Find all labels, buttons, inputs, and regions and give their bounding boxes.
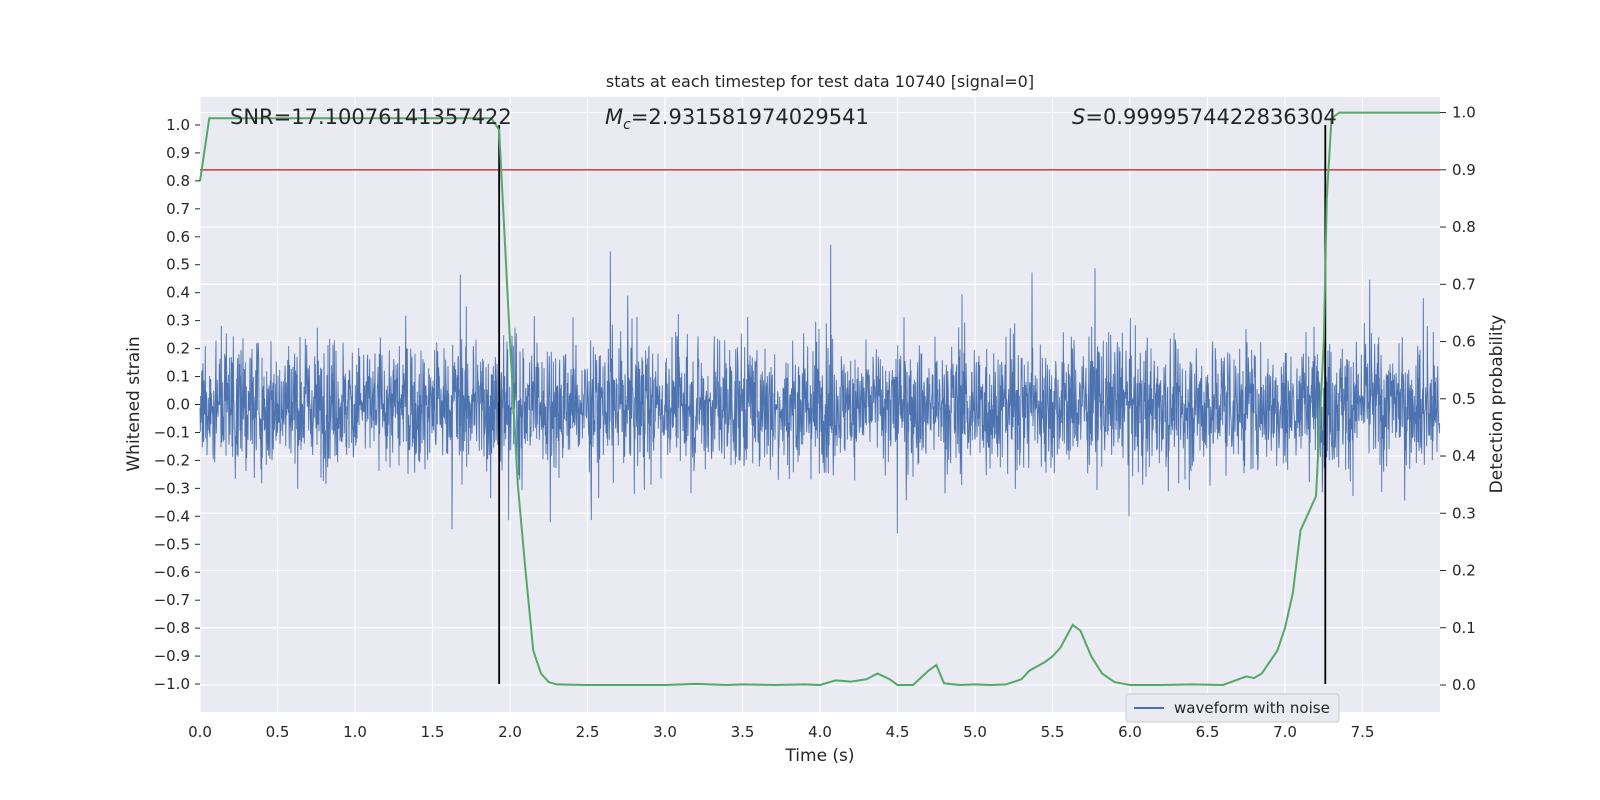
mc-annotation: Mc=2.931581974029541	[605, 105, 869, 133]
y2-axis-ticks: 1.0 0.9 0.8 0.7 0.6 0.5 0.4 0.3 0.2 0.1 0.0	[1440, 104, 1476, 694]
probability-line	[199, 111, 1440, 687]
y-tick-label: 0.3	[166, 312, 190, 330]
legend-box	[1125, 693, 1340, 723]
y2-tick-label: 0.3	[1452, 504, 1476, 522]
strain-waveform	[199, 244, 1441, 534]
x-tick-label: 1.5	[421, 723, 445, 741]
y2-tick-label: 0.5	[1452, 390, 1476, 408]
y2-tick-label: 0.4	[1452, 447, 1476, 465]
y2-tick-label: 0.7	[1452, 275, 1476, 293]
y-tick-label: −0.1	[154, 423, 190, 441]
x-tick-label: 6.5	[1196, 723, 1220, 741]
x-tick-label: 4.0	[808, 723, 832, 741]
waveform-line	[199, 244, 1441, 534]
x-tick-label: 5.0	[963, 723, 987, 741]
x-tick-label: 0.0	[188, 723, 212, 741]
probability-series	[199, 111, 1440, 687]
legend-label: waveform with noise	[1174, 699, 1330, 717]
y-tick-label: −0.6	[154, 563, 190, 581]
y2-tick-label: 1.0	[1452, 104, 1476, 122]
y-tick-label: 1.0	[166, 116, 190, 134]
y-tick-label: 0.8	[166, 172, 190, 190]
x-tick-label: 0.5	[266, 723, 290, 741]
y-tick-label: 0.0	[166, 396, 190, 414]
x-tick-label: 6.0	[1118, 723, 1142, 741]
y-tick-label: −0.8	[154, 619, 190, 637]
x-tick-label: 3.5	[731, 723, 755, 741]
y2-tick-label: 0.1	[1452, 619, 1476, 637]
x-axis-label: Time (s)	[784, 746, 854, 766]
x-tick-label: 4.5	[886, 723, 910, 741]
x-tick-label: 3.0	[653, 723, 677, 741]
y-tick-label: −0.9	[154, 647, 190, 665]
x-tick-label: 2.0	[498, 723, 522, 741]
y-tick-label: −0.7	[154, 591, 190, 609]
x-tick-label: 1.0	[343, 723, 367, 741]
chart-title: stats at each timestep for test data 107…	[606, 72, 1034, 91]
y-tick-label: 0.9	[166, 144, 190, 162]
y-tick-label: 0.6	[166, 228, 190, 246]
y-tick-label: −1.0	[154, 675, 190, 693]
y2-tick-label: 0.8	[1452, 218, 1476, 236]
y-tick-label: −0.4	[154, 507, 190, 525]
y2-tick-label: 0.9	[1452, 161, 1476, 179]
x-axis-ticks: 0.0 0.5 1.0 1.5 2.0 2.5 3.0 3.5 4.0 4.5 5.0 5.5 6.0 6…	[188, 723, 1374, 741]
y-tick-label: 0.1	[166, 368, 190, 386]
snr-annotation: SNR=17.10076141357422	[230, 105, 512, 129]
y-tick-label: 0.2	[166, 340, 190, 358]
y2-tick-label: 0.6	[1452, 333, 1476, 351]
y2-axis-label: Detection probability	[1487, 315, 1507, 494]
y-tick-label: 0.5	[166, 256, 190, 274]
y-tick-label: 0.7	[166, 200, 190, 218]
y-tick-label: 0.4	[166, 284, 190, 302]
y-tick-label: −0.3	[154, 479, 190, 497]
y-axis-ticks: 1.0 0.9 0.8 0.7 0.6 0.5 0.4 0.3 0.2 0.1 0.0 −0.1 −0.…	[154, 116, 200, 693]
x-tick-label: 5.5	[1041, 723, 1065, 741]
x-tick-label: 7.5	[1351, 723, 1375, 741]
y2-tick-label: 0.2	[1452, 562, 1476, 580]
legend: waveform with noise	[1125, 693, 1340, 723]
vertical-markers	[498, 124, 1327, 685]
x-tick-label: 7.0	[1273, 723, 1297, 741]
s-annotation: S=0.9999574422836304	[1072, 105, 1337, 129]
y-tick-label: −0.5	[154, 535, 190, 553]
x-tick-label: 2.5	[576, 723, 600, 741]
y-tick-label: −0.2	[154, 451, 190, 469]
y2-tick-label: 0.0	[1452, 676, 1476, 694]
y-axis-label: Whitened strain	[124, 336, 144, 471]
